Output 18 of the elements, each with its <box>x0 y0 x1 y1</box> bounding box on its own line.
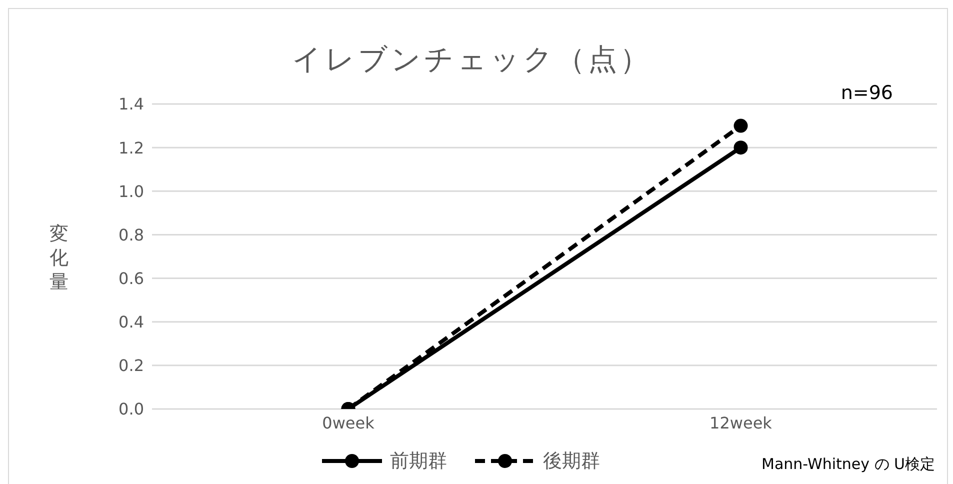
legend-label: 後期群 <box>543 449 600 474</box>
x-tick-label: 12week <box>710 413 773 432</box>
legend-label: 前期群 <box>390 449 447 474</box>
chart-title: イレブンチェック（点） <box>291 41 653 78</box>
y-tick-label: 0.0 <box>118 400 144 419</box>
y-axis-title: 変化量 <box>48 222 70 294</box>
point <box>734 140 748 155</box>
y-tick-label: 1.4 <box>118 94 144 114</box>
y-tick-label: 0.2 <box>118 356 144 376</box>
y-tick-label: 0.4 <box>118 312 144 332</box>
point <box>734 118 748 133</box>
y-tick-label: 1.2 <box>118 138 144 158</box>
annotation: n=96 <box>840 82 893 104</box>
text: Mann-Whitney の U検定 <box>762 455 935 474</box>
y-tick-label: 0.8 <box>118 225 144 244</box>
y-tick-label: 1.0 <box>118 182 144 201</box>
y-tick-label: 0.6 <box>118 268 144 288</box>
x-tick-label: 0week <box>322 413 376 432</box>
